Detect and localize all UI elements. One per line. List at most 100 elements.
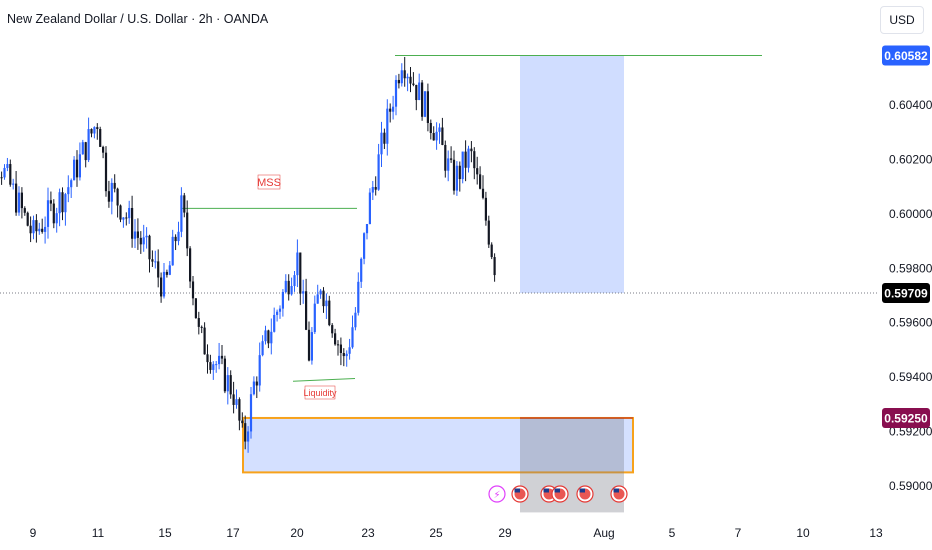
candle-body: [44, 226, 47, 232]
candle-body: [104, 152, 108, 192]
candle-body: [406, 76, 409, 79]
candle-body: [258, 355, 261, 386]
candle-body: [493, 257, 496, 276]
current-price-badge-text: 0.59709: [884, 287, 928, 301]
x-tick-label: 20: [290, 526, 304, 540]
candle-body: [264, 330, 267, 342]
x-tick-label: Aug: [593, 526, 614, 540]
candle-body: [145, 235, 148, 238]
currency-button[interactable]: USD: [880, 6, 924, 34]
candle-body: [412, 83, 415, 85]
candle-body: [421, 82, 424, 117]
stop-price-badge-text: 0.59250: [884, 411, 928, 425]
candle-body: [397, 79, 400, 84]
lightning-icon: [488, 485, 506, 503]
candle-body: [380, 132, 383, 155]
candle-body: [452, 159, 456, 191]
candle-body: [64, 194, 67, 213]
candle-body: [255, 381, 258, 386]
candle-body: [418, 82, 421, 101]
candle-body: [49, 200, 52, 204]
candle-body: [484, 197, 487, 221]
candle-body: [348, 347, 351, 354]
candle-body: [392, 106, 395, 112]
candle-body: [61, 192, 64, 213]
candle-body: [261, 341, 264, 356]
candle-body: [165, 271, 168, 275]
candle-body: [154, 261, 157, 263]
candle-body: [464, 151, 467, 168]
candle-body: [139, 237, 142, 245]
candle-body: [363, 233, 366, 259]
candle-body: [278, 308, 282, 312]
candle-body: [52, 203, 55, 224]
candle-body: [490, 244, 493, 258]
candle-body: [157, 261, 160, 278]
candle-body: [128, 207, 131, 219]
candle-body: [6, 164, 9, 168]
candle-body: [444, 144, 447, 171]
candle-body: [116, 188, 119, 206]
x-tick-label: 29: [498, 526, 512, 540]
us-flag-icon-canton: [543, 488, 549, 493]
candle-body: [197, 318, 200, 327]
chart-title: New Zealand Dollar / U.S. Dollar · 2h · …: [7, 12, 269, 26]
candle-body: [299, 252, 302, 294]
candle-body: [107, 191, 110, 202]
candle-body: [273, 314, 276, 332]
candle-body: [209, 362, 212, 370]
candle-body: [357, 281, 360, 313]
candle-body: [441, 127, 444, 145]
candle-body: [284, 280, 287, 292]
axes: 0.60400 0.60200 0.60000 0.59800 0.59600 0.594…: [30, 45, 932, 540]
candle-body: [319, 290, 322, 295]
candle-body: [110, 182, 113, 202]
candles: [0, 56, 496, 453]
candle-body: [20, 192, 23, 209]
candle-body: [183, 195, 186, 213]
candle-body: [41, 228, 44, 232]
candle-body: [371, 186, 374, 193]
candle-body: [186, 212, 189, 249]
candle-body: [29, 225, 32, 234]
candle-body: [325, 300, 328, 307]
candle-body: [409, 76, 412, 84]
candle-body: [148, 235, 151, 260]
liquidity-line: [292, 378, 356, 382]
candle-body: [220, 355, 224, 359]
candle-body: [479, 174, 482, 189]
candle-body: [249, 394, 253, 432]
candle-body: [35, 220, 38, 232]
candle-body: [9, 164, 12, 185]
candle-body: [180, 195, 183, 232]
candle-body: [307, 329, 311, 361]
candle-body: [360, 258, 363, 282]
target-price-badge: [882, 45, 930, 66]
candle-body: [316, 294, 319, 304]
candle-body: [212, 364, 215, 370]
y-tick-label: 0.60200: [889, 152, 932, 166]
candle-body: [473, 151, 476, 169]
candle-body: [293, 275, 296, 287]
us-flag-icon-canton: [514, 488, 520, 493]
level-lines: [0, 54, 878, 382]
lightning-icon-glyph: ⚡: [493, 490, 500, 501]
candle-body: [470, 148, 473, 152]
candle-body: [270, 331, 273, 344]
candle-body: [354, 312, 357, 328]
candle-body: [90, 129, 93, 134]
candle-body: [276, 311, 279, 315]
candle-body: [84, 142, 87, 161]
candle-body: [322, 290, 325, 307]
x-tick-label: 11: [92, 526, 105, 540]
candle-body: [162, 271, 166, 297]
candle-body: [461, 151, 464, 180]
candle-body: [136, 231, 139, 238]
candle-body: [374, 186, 377, 190]
candle-body: [429, 122, 432, 133]
x-tick-label: 13: [869, 526, 883, 540]
candle-body: [160, 277, 163, 297]
candle-body: [487, 220, 490, 245]
candle-body: [215, 364, 218, 366]
